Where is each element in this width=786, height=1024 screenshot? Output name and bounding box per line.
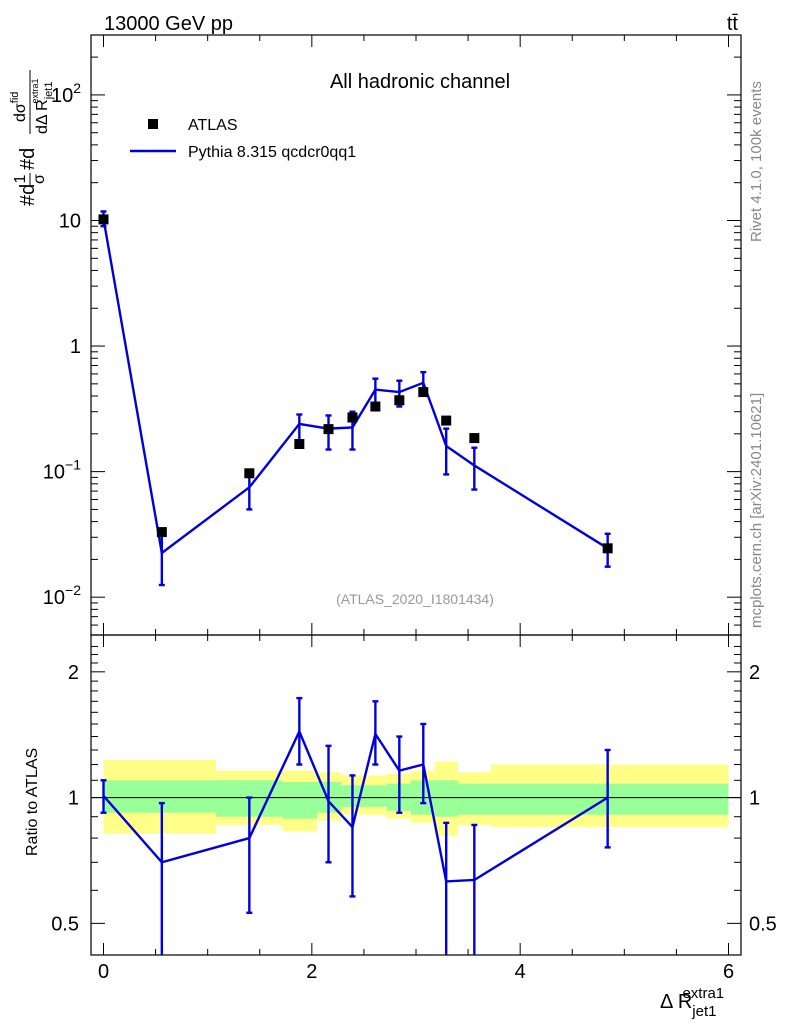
ratio-panel: Ratio to ATLAS — [24, 748, 41, 856]
data-point — [347, 412, 358, 423]
energy-label: 13000 GeV pp — [104, 13, 233, 35]
y-tick-label: 1 — [70, 336, 81, 358]
svg-text:#d: #d — [17, 184, 39, 206]
y-tick-label: 10−2 — [43, 582, 81, 609]
chart-marks: 0 2 4 6 10−2 10−1 1 10 102 0.5 0.5 1 1 2 2 — [43, 34, 777, 983]
ratio-y-tick-label: 1 — [68, 788, 79, 810]
y-tick-label: 10 — [59, 210, 81, 232]
data-point — [294, 438, 305, 449]
y-tick-label: 102 — [51, 80, 81, 107]
mc-series-line — [102, 218, 609, 556]
legend-label-atlas: ATLAS — [188, 117, 238, 134]
x-axis-label: Δ Rjet1extra1 — [660, 985, 724, 1020]
analysis-tag: (ATLAS_2020_I1801434) — [336, 591, 494, 607]
data-point — [441, 415, 452, 426]
data-point — [394, 395, 405, 406]
x-tick-label: 2 — [306, 961, 317, 983]
ratio-y-tick-label: 2 — [68, 662, 79, 684]
rivet-label: Rivet 4.1.0, 100k events — [748, 81, 765, 242]
data-point — [156, 527, 167, 538]
x-tick-label: 6 — [723, 961, 734, 983]
chart-title: All hadronic channel — [330, 71, 510, 93]
legend: ATLAS Pythia 8.315 qcdcr0qq1 — [130, 117, 356, 161]
ylabel-frac2-num: dσfid — [9, 92, 29, 122]
main-panel: All hadronic channel (ATLAS_2020_I180143… — [9, 70, 510, 607]
ratio-band-green — [434, 780, 458, 817]
ratio-band-green — [282, 781, 318, 819]
ylabel-frac1-den: σ — [31, 174, 48, 184]
ylabel-frac1-num: 1 — [12, 174, 29, 183]
ylabel-prefix: #d — [17, 184, 39, 206]
x-tick-label: 4 — [515, 961, 526, 983]
ratio-y-tick-label-right: 1 — [749, 788, 760, 810]
x-tick-label: 0 — [98, 961, 109, 983]
legend-marker-atlas — [148, 119, 158, 129]
ratio-band-green — [457, 783, 491, 815]
ratio-series-line — [102, 728, 609, 883]
ratio-y-tick-label: 0.5 — [51, 913, 79, 935]
data-point — [469, 433, 480, 444]
ylabel-frac2-den: dΔ Rjet1extra1 — [30, 79, 55, 134]
ratio-y-tick-label-right: 2 — [749, 662, 760, 684]
data-point — [370, 401, 381, 412]
data-point — [323, 424, 334, 435]
data-point — [98, 214, 109, 225]
mcplots-label: mcplots.cern.ch [arXiv:2401.10621] — [748, 393, 765, 628]
main-y-label: #d 1 σ #d dσfid dΔ Rjet1extra1 — [9, 70, 55, 206]
legend-label-pythia: Pythia 8.315 qcdcr0qq1 — [188, 144, 356, 161]
ratio-band-green — [491, 783, 729, 815]
ratio-band-green — [103, 780, 109, 813]
ylabel-mid: #d — [17, 148, 39, 170]
ratio-y-label: Ratio to ATLAS — [24, 748, 41, 856]
process-label: tt̄ — [727, 13, 739, 35]
y-tick-label: 10−1 — [43, 457, 81, 484]
ratio-band-green — [363, 785, 387, 807]
data-point — [418, 387, 429, 398]
data-point — [244, 468, 255, 479]
ratio-y-tick-label-right: 0.5 — [749, 913, 777, 935]
data-point — [602, 543, 613, 554]
